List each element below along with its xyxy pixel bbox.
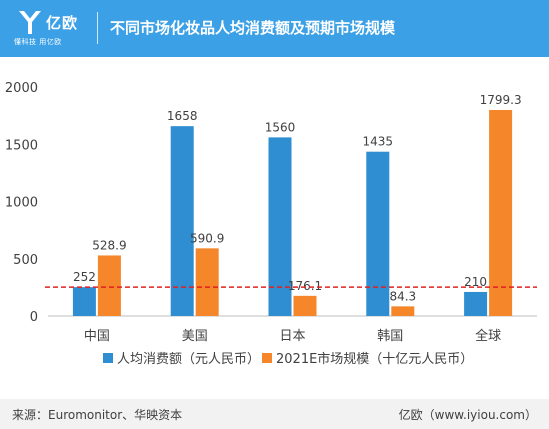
y-tick-label: 500: [13, 253, 38, 268]
bars: [72, 109, 513, 316]
y-tick-label: 0: [30, 310, 38, 325]
x-tick-label: 美国: [182, 329, 208, 344]
y-tick-label: 1000: [5, 196, 38, 211]
data-label: 252: [73, 270, 96, 284]
bar: [366, 151, 390, 316]
data-label: 1799.3: [480, 93, 522, 107]
source-note: 来源：Euromonitor、华映资本: [12, 408, 183, 422]
y-axis: 0 500 1000 1500 2000: [5, 81, 537, 325]
data-label: 1435: [363, 135, 394, 149]
bar: [97, 255, 121, 316]
x-tick-label: 日本: [279, 329, 305, 344]
bar-chart: 0 500 1000 1500 2000 252 528.9 1658 590.9 1560 17…: [5, 81, 537, 367]
logo-slogan: 懂科技 用亿欧: [14, 38, 62, 46]
y-tick-label: 1500: [5, 138, 38, 153]
data-label: 528.9: [92, 238, 126, 252]
x-tick-label: 韩国: [377, 329, 403, 344]
legend-label: 人均消费额（元人民币）: [117, 352, 260, 367]
bar: [489, 109, 513, 316]
data-label: 176.1: [288, 279, 322, 293]
legend-swatch: [103, 353, 113, 363]
bar: [72, 287, 96, 316]
legend-label: 2021E市场规模（十亿元人民币）: [276, 351, 473, 367]
footer: 来源：Euromonitor、华映资本 亿欧（www.iyiou.com）: [0, 399, 549, 429]
header-bar: 亿欧 懂科技 用亿欧 不同市场化妆品人均消费额及预期市场规模: [0, 0, 549, 57]
x-axis: 中国 美国 日本 韩国 全球: [84, 328, 501, 344]
data-label: 590.9: [190, 231, 224, 245]
bar: [268, 137, 292, 316]
bar: [170, 126, 194, 316]
bar: [464, 291, 488, 316]
data-label: 1658: [167, 109, 198, 123]
data-label: 1560: [265, 120, 296, 134]
legend-swatch: [262, 353, 272, 363]
bar: [195, 248, 219, 316]
data-labels: 252 528.9 1658 590.9 1560 176.1 1435 84.3 210 179…: [73, 93, 522, 303]
y-tick-label: 2000: [5, 81, 38, 96]
data-label: 210: [464, 275, 487, 289]
bar: [391, 306, 415, 316]
x-tick-label: 中国: [84, 329, 110, 344]
legend: 人均消费额（元人民币） 2021E市场规模（十亿元人民币）: [103, 351, 473, 367]
bar: [293, 295, 317, 316]
footer-brand: 亿欧（www.iyiou.com）: [398, 408, 537, 422]
data-label: 84.3: [389, 289, 416, 303]
chart-title: 不同市场化妆品人均消费额及预期市场规模: [110, 19, 396, 37]
header-divider: [97, 12, 98, 44]
logo: 亿欧 懂科技 用亿欧: [14, 6, 88, 50]
x-tick-label: 全球: [475, 328, 501, 344]
logo-text: 亿欧: [46, 14, 79, 32]
logo-y-icon: [19, 11, 41, 34]
